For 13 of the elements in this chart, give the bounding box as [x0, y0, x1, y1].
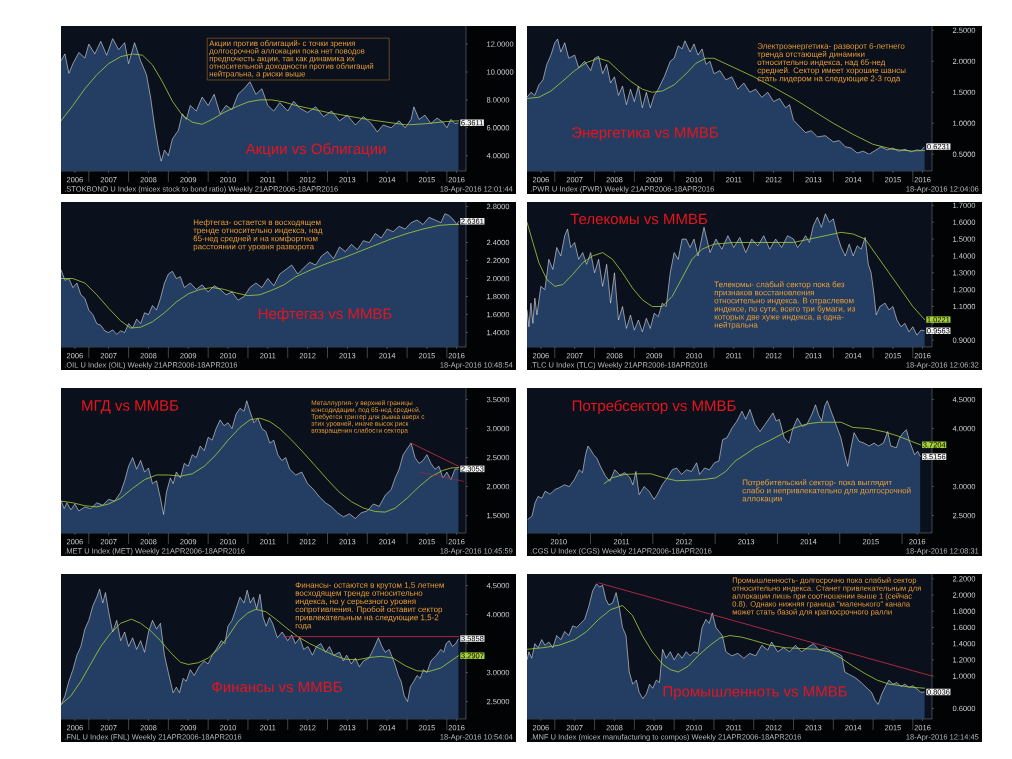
annotation: Нефтегаз- остается в восходящем тренде относительно индекса, над 65-нед средней и на комфортном расстоянии от уровня разворота: [193, 219, 323, 251]
text: Акции vs Облигации: [245, 143, 386, 157]
text: Энергетика vs ММВБ: [572, 127, 718, 141]
annotation: Телекомы- слабый сектор пока без признаков восстановления относительно индекса. В отраслевом индексе, по сути, всего три бумаги, из которых две хуже индекса, а одна- нейтральна: [714, 281, 856, 330]
text: Телекомы vs ММВБ: [570, 213, 708, 225]
text: Финансы vs ММВБ: [212, 681, 342, 693]
annotation: Потребительский сектор- пока выглядит слабо и непривлекательно для долгосрочной аллокации: [742, 479, 911, 503]
text: Нефтегаз vs ММВБ: [258, 308, 392, 322]
annotation: Электроэнергетика- разворот 6-летнего тренда отстающей динамики относительно индекса, над 65-нед средней. Сектор имеет хорошие шансы стать лидером на следующие 2-3 года: [757, 43, 906, 83]
text: Промышленноть vs ММВБ: [663, 686, 847, 700]
text: Потребсектор vs ММВБ: [572, 399, 736, 415]
text: МГД vs ММВБ: [82, 400, 179, 414]
annotation: Финансы- остаются в крутом 1,5 летнем восходящем тренде относительно индекса, но у серьезного уровня сопротивления. Пробой оставит сектор привлекательным на следующие 1,5-2 года: [295, 582, 444, 630]
